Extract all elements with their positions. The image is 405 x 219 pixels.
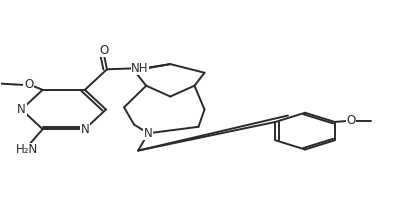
Text: N: N — [81, 123, 89, 136]
Text: N: N — [17, 103, 26, 116]
Text: H₂N: H₂N — [15, 143, 38, 156]
Text: NH: NH — [131, 62, 149, 75]
Text: O: O — [99, 44, 109, 57]
Text: O: O — [346, 114, 356, 127]
Text: N: N — [144, 127, 153, 140]
Text: O: O — [24, 78, 33, 92]
